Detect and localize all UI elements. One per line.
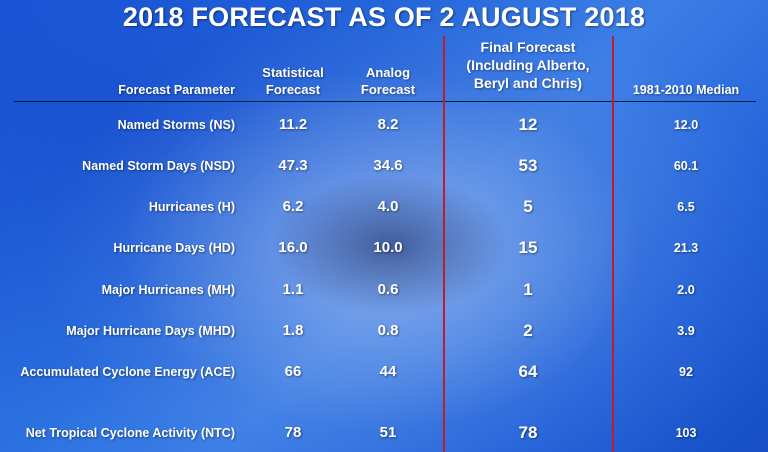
cell-median: 6.5 [677,200,695,214]
cell-statistical: 47.3 [278,157,308,174]
table-row: Hurricane Days (HD) 16.0 10.0 15 21.3 [0,233,768,263]
cell-statistical: 78 [284,424,302,441]
cell-final: 53 [518,156,538,175]
cell-analog: 0.6 [377,281,399,298]
cell-statistical: 6.2 [282,198,304,215]
table-row: Major Hurricane Days (MHD) 1.8 0.8 2 3.9 [0,316,768,346]
cell-statistical: 1.1 [282,281,304,298]
table-row: Major Hurricanes (MH) 1.1 0.6 1 2.0 [0,275,768,305]
header-final-forecast: Final Forecast (Including Alberto, Beryl… [448,38,608,92]
table-row: Accumulated Cyclone Energy (ACE) 66 44 64 92 [0,357,768,387]
header-rule [14,101,756,102]
cell-analog: 34.6 [373,157,403,174]
cell-analog: 8.2 [377,116,399,133]
cell-median: 92 [679,365,693,379]
cell-analog: 44 [379,363,397,380]
cell-final: 78 [518,423,538,442]
cell-final: 15 [518,238,538,257]
header-statistical-line-1: Statistical [262,65,324,80]
cell-parameter: Named Storm Days (NSD) [82,159,235,173]
cell-analog: 51 [379,424,397,441]
header-forecast-parameter: Forecast Parameter [118,83,235,97]
cell-median: 12.0 [673,118,699,132]
cell-analog: 10.0 [373,239,403,256]
cell-median: 103 [675,426,697,440]
page-title: 2018 FORECAST AS OF 2 AUGUST 2018 [122,2,646,32]
cell-median: 2.0 [677,283,695,297]
final-column-right-divider [612,36,614,452]
table-row: Named Storms (NS) 11.2 8.2 12 12.0 [0,110,768,140]
cell-final: 64 [518,362,538,381]
cell-final: 12 [518,115,538,134]
cell-final: 5 [523,197,533,216]
header-statistical-forecast: Statistical Forecast [250,64,336,98]
cell-parameter: Net Tropical Cyclone Activity (NTC) [25,426,235,440]
cell-final: 1 [523,280,533,299]
header-analog-line-2: Forecast [360,82,416,97]
table-row: Hurricanes (H) 6.2 4.0 5 6.5 [0,192,768,222]
cell-analog: 0.8 [377,322,399,339]
cell-parameter: Hurricane Days (HD) [113,241,235,255]
cell-median: 3.9 [677,324,695,338]
cell-statistical: 66 [284,363,302,380]
header-final-line-2: (Including Alberto, [466,57,590,73]
final-column-left-divider [443,36,445,452]
cell-parameter: Hurricanes (H) [148,200,235,214]
header-final-line-1: Final Forecast [480,39,576,55]
cell-statistical: 1.8 [282,322,304,339]
table-row: Net Tropical Cyclone Activity (NTC) 78 51 7… [0,418,768,448]
header-final-line-3: Beryl and Chris) [473,75,583,91]
cell-analog: 4.0 [377,198,399,215]
cell-parameter: Accumulated Cyclone Energy (ACE) [20,365,235,379]
cell-median: 60.1 [673,159,699,173]
cell-parameter: Major Hurricanes (MH) [101,283,235,297]
header-analog-line-1: Analog [365,65,411,80]
header-statistical-line-2: Forecast [265,82,321,97]
cell-statistical: 11.2 [278,116,308,133]
cell-median: 21.3 [673,241,699,255]
cell-parameter: Named Storms (NS) [117,118,235,132]
table-row: Named Storm Days (NSD) 47.3 34.6 53 60.1 [0,151,768,181]
cell-statistical: 16.0 [278,239,308,256]
header-median: 1981-2010 Median [632,83,740,97]
cell-final: 2 [523,321,533,340]
cell-parameter: Major Hurricane Days (MHD) [66,324,235,338]
header-analog-forecast: Analog Forecast [347,64,429,98]
